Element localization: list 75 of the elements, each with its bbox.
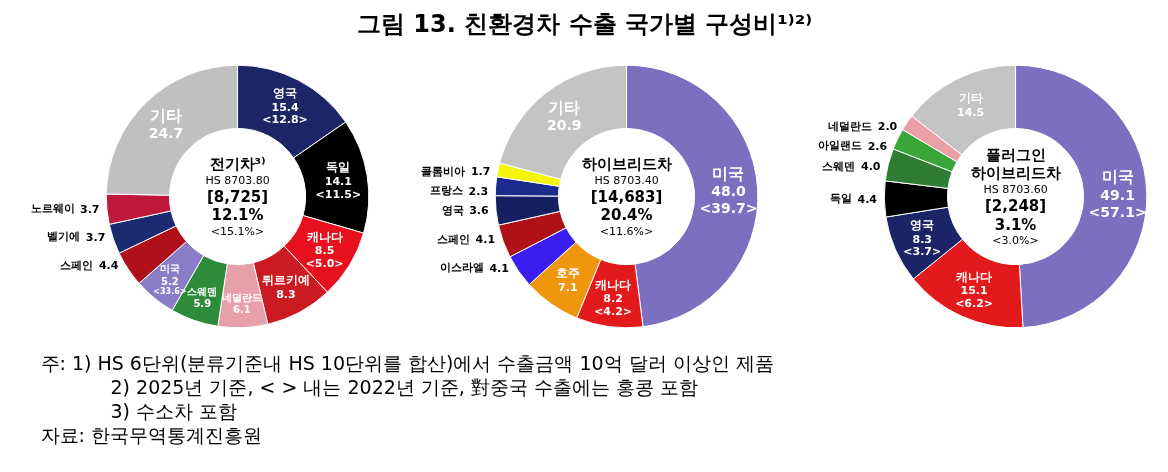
- text: 2) 2025년 기준, < > 내는 2022년 기준, 對중국 수출에는 홍콩 포함: [110, 375, 699, 398]
- data-label: 3.7: [85, 230, 106, 244]
- data-label: 2.6: [867, 139, 888, 153]
- slice-label: 스페인: [437, 232, 471, 246]
- slice-label: 네덜란드: [828, 119, 873, 133]
- text: <11.6%>: [599, 225, 654, 238]
- data-label: 3.6: [469, 204, 490, 218]
- text: <3.0%>: [992, 234, 1039, 248]
- text: HS 8703.80: [205, 173, 270, 187]
- text: 3) 수소차 포함: [110, 399, 238, 422]
- text: [8,725]: [206, 187, 269, 206]
- slice-label: 네덜란드: [221, 291, 262, 303]
- slice-label: 영국: [910, 217, 935, 232]
- text: HS 8703.60: [983, 183, 1048, 197]
- data-label: 14.1 <11.5>: [315, 174, 362, 201]
- data-label: 20.9: [546, 117, 582, 134]
- slice-label: 스웨덴: [187, 285, 218, 297]
- data-label: 3.7: [80, 202, 100, 216]
- text: 플러그인 하이브리드차: [970, 145, 1061, 183]
- data-label: 1.7: [470, 165, 491, 179]
- slice-label: 영국: [273, 85, 298, 100]
- data-label: 5.9: [193, 298, 212, 310]
- data-label: 8.3 <3.7>: [903, 232, 942, 259]
- data-label: 7.1: [558, 281, 578, 295]
- slice-label: 미국: [1101, 167, 1134, 187]
- slice-label: 독일: [829, 192, 852, 206]
- text: 12.1%: [211, 206, 264, 225]
- slice-label: 튀르키예: [261, 272, 310, 287]
- data-label: 4.4: [857, 192, 878, 206]
- slice-label: 프랑스: [430, 184, 464, 198]
- slice-label: 캐나다: [594, 277, 632, 292]
- slice-label: 미국: [159, 263, 180, 275]
- text: <15.1%>: [210, 225, 265, 238]
- data-label: 24.7: [148, 125, 184, 142]
- data-label: 2.0: [877, 120, 898, 134]
- data-label: 15.4 <12.8>: [262, 100, 308, 127]
- data-label: 48.0 <39.7>: [699, 183, 758, 217]
- text: 전기차³⁾: [209, 155, 266, 173]
- slice-label: 벨기에: [47, 230, 81, 244]
- slice-label: 스웨덴: [822, 159, 856, 173]
- text: 자료: 한국무역통계진흥원: [40, 423, 262, 446]
- data-label: 6.1: [233, 304, 251, 316]
- text: 주: 1) HS 6단위(분류기준내 HS 10단위를 합산)에서 수출금액 10억 달러 이상인 제품: [40, 351, 774, 374]
- data-label: 4.0: [861, 160, 881, 174]
- text: 3.1%: [994, 215, 1037, 234]
- data-label: 14.5: [957, 106, 985, 119]
- data-label: 8.5 <5.0>: [305, 244, 344, 271]
- data-label: 4.4: [98, 259, 119, 273]
- data-label: 8.2 <4.2>: [594, 292, 633, 319]
- slice-label: 기타: [150, 105, 183, 125]
- data-label: 8.3: [276, 287, 296, 301]
- data-label: 4.1: [475, 233, 496, 247]
- text: [14,683]: [590, 187, 663, 206]
- slice-label: 기타: [548, 97, 581, 117]
- slice-label: 캐나다: [305, 229, 343, 244]
- data-label: 2.3: [468, 184, 489, 198]
- slice-label: 영국: [441, 203, 464, 217]
- text: 20.4%: [600, 206, 653, 225]
- text: 그림 13. 친환경차 수출 국가별 구성비¹⁾²⁾: [356, 9, 813, 38]
- slice-label: 스페인: [60, 258, 94, 272]
- data-label: 4.1: [489, 261, 509, 275]
- data-label: 49.1 <57.1>: [1088, 186, 1147, 220]
- slice-label: 독일: [326, 160, 351, 175]
- slice-label: 캐나다: [955, 269, 993, 284]
- text: HS 8703.40: [594, 173, 659, 187]
- slice-label: 노르웨이: [30, 202, 75, 216]
- slice-label: 아일랜드: [818, 139, 863, 153]
- text: 하이브리드차: [581, 155, 672, 173]
- slice-label: 미국: [712, 163, 745, 183]
- slice-label: 호주: [555, 266, 580, 281]
- slice-label: 이스라엘: [439, 261, 484, 275]
- slice-label: 콜롬비아: [421, 164, 466, 178]
- slice-label: 기타: [958, 91, 983, 106]
- data-label: 15.1 <6.2>: [955, 284, 994, 311]
- text: [2,248]: [984, 196, 1047, 215]
